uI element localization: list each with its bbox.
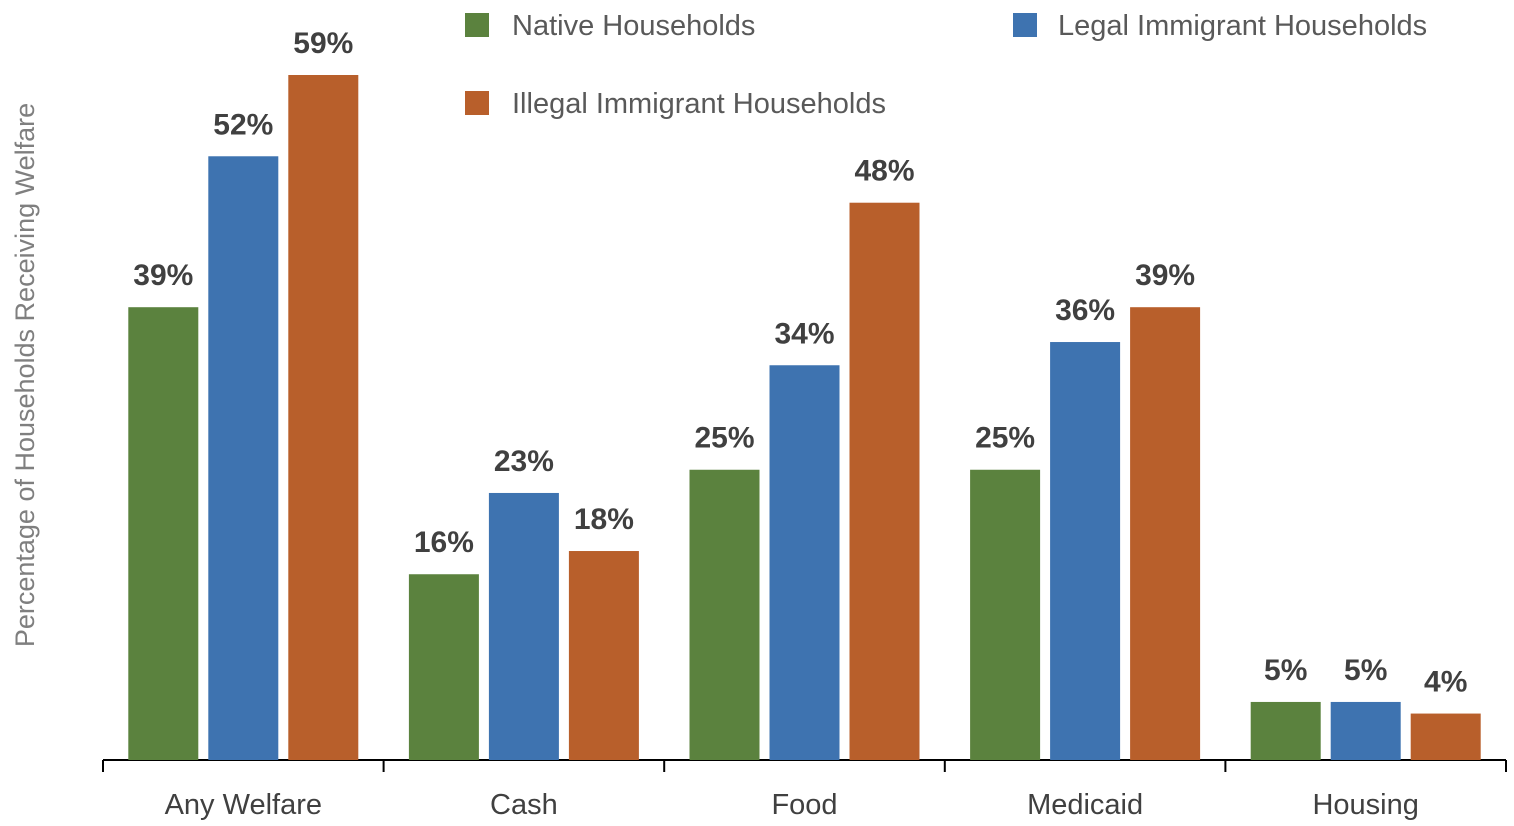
legend-swatch-series-3	[465, 91, 489, 115]
data-label: 34%	[774, 317, 834, 350]
bar-medicaid-series-2	[1050, 342, 1121, 760]
legend-swatch-series-2	[1013, 13, 1037, 37]
bar-food-series-2	[769, 365, 840, 760]
bar-medicaid-series-1	[970, 469, 1041, 760]
data-label: 18%	[574, 503, 634, 536]
data-label: 4%	[1424, 666, 1467, 699]
data-label: 23%	[494, 445, 554, 478]
x-axis-ticks	[102, 760, 1507, 772]
legend-label-series-2: Legal Immigrant Households	[1058, 10, 1427, 42]
legend: Native Households Legal Immigrant Househo…	[465, 10, 1427, 120]
bar-any-welfare-series-1	[128, 307, 199, 760]
legend-label-series-3: Illegal Immigrant Households	[512, 88, 886, 120]
bar-cash-series-3	[568, 551, 639, 760]
category-label: Cash	[490, 789, 558, 821]
bar-housing-series-2	[1330, 701, 1401, 760]
legend-label-series-1: Native Households	[512, 10, 755, 42]
bars-group	[128, 75, 1481, 761]
bar-any-welfare-series-3	[288, 75, 359, 760]
bar-food-series-3	[849, 202, 920, 761]
data-label: 16%	[414, 526, 474, 559]
data-labels-group: 39% 52% 59% 16% 23% 18% 25% 34% 48% 25% 36% 39% 5% 5%…	[133, 27, 1467, 699]
data-label: 48%	[854, 155, 914, 188]
bar-any-welfare-series-2	[208, 156, 279, 760]
data-label: 36%	[1055, 294, 1115, 327]
legend-swatch-series-1	[465, 13, 489, 37]
bar-food-series-1	[689, 469, 760, 760]
data-label: 39%	[133, 259, 193, 292]
bar-housing-series-3	[1410, 713, 1481, 760]
bar-housing-series-1	[1250, 701, 1321, 760]
data-label: 25%	[975, 422, 1035, 455]
bar-medicaid-series-3	[1130, 307, 1201, 760]
category-labels-group: Any Welfare Cash Food Medicaid Housing	[165, 789, 1419, 821]
data-label: 52%	[213, 108, 273, 141]
category-label: Food	[771, 789, 837, 821]
data-label: 5%	[1344, 654, 1387, 687]
bar-cash-series-1	[408, 574, 479, 760]
category-label: Any Welfare	[165, 789, 322, 821]
data-label: 25%	[694, 422, 754, 455]
y-axis-label-group: Percentage of Households Receiving Welfa…	[10, 103, 40, 647]
y-axis-label: Percentage of Households Receiving Welfa…	[10, 103, 40, 647]
data-label: 39%	[1135, 259, 1195, 292]
bar-cash-series-2	[488, 492, 559, 760]
category-label: Housing	[1312, 789, 1418, 821]
data-label: 59%	[293, 27, 353, 60]
data-label: 5%	[1264, 654, 1307, 687]
category-label: Medicaid	[1027, 789, 1143, 821]
